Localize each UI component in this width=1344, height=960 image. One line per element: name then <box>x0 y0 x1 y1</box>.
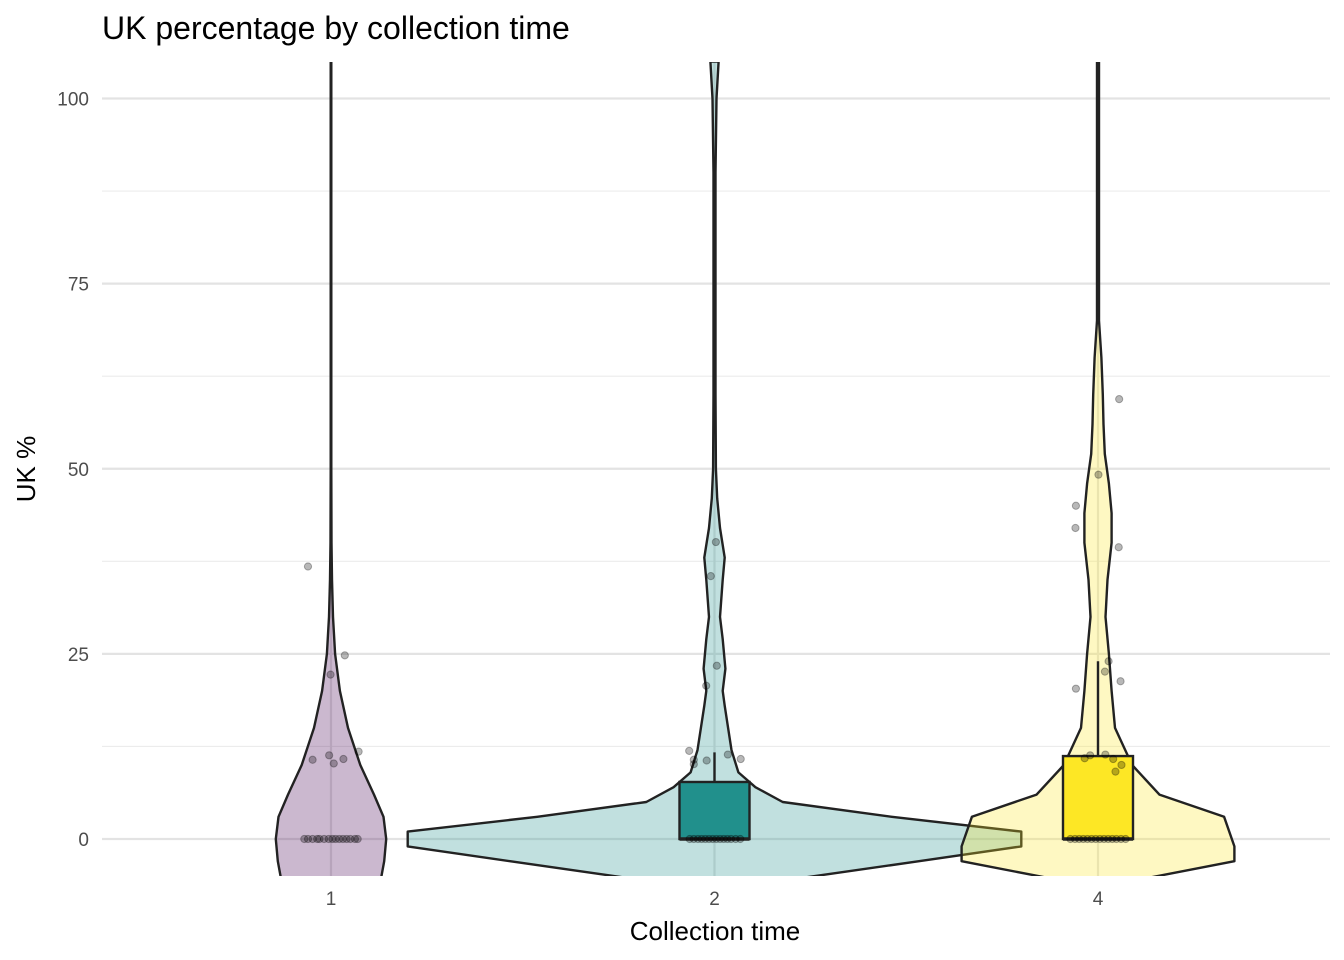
data-point <box>338 834 348 844</box>
data-point <box>325 751 334 760</box>
data-point <box>708 834 717 844</box>
data-point <box>1099 834 1109 844</box>
data-point <box>712 834 721 844</box>
data-point <box>723 750 732 759</box>
violin-2 <box>406 62 1023 876</box>
data-point <box>1104 834 1113 844</box>
data-point <box>342 834 351 844</box>
data-point <box>1116 677 1125 686</box>
data-point <box>324 834 333 844</box>
data-point <box>1075 834 1084 844</box>
data-point <box>1070 834 1080 844</box>
data-point <box>313 834 322 844</box>
y-tick-label: 0 <box>78 830 89 851</box>
data-point <box>1101 750 1110 759</box>
data-point <box>689 755 698 764</box>
data-point <box>346 834 355 844</box>
data-point <box>335 834 344 844</box>
x-tick-label: 2 <box>709 889 720 910</box>
data-point <box>331 834 340 844</box>
data-point <box>1086 751 1095 760</box>
data-point <box>354 747 363 756</box>
violin-4 <box>960 62 1236 876</box>
data-point <box>308 834 317 844</box>
data-point <box>1115 395 1124 404</box>
data-point <box>685 834 694 844</box>
data-point <box>689 834 698 844</box>
data-point <box>1117 760 1126 770</box>
data-point <box>1114 543 1123 552</box>
data-point <box>308 755 317 764</box>
data-point <box>1116 834 1126 844</box>
data-point <box>329 759 338 768</box>
data-point <box>319 834 329 844</box>
data-point <box>706 572 715 581</box>
data-point <box>1071 523 1080 533</box>
data-point <box>726 834 736 844</box>
y-tick-label: 25 <box>68 645 89 666</box>
x-tick-label: 1 <box>326 889 337 910</box>
data-point <box>303 834 313 844</box>
data-point <box>723 834 732 844</box>
data-point <box>1071 501 1081 510</box>
data-point <box>1083 834 1092 844</box>
data-point <box>736 754 745 764</box>
y-axis-ticks: 0 25 50 75 100 <box>57 90 89 852</box>
y-tick-label: 75 <box>68 275 89 296</box>
data-point <box>350 834 360 844</box>
data-point <box>328 834 337 844</box>
plot-area <box>274 62 1236 876</box>
data-point <box>702 756 711 765</box>
data-point <box>685 746 694 755</box>
chart-title: UK percentage by collection time <box>102 10 570 46</box>
data-point <box>1091 834 1100 844</box>
data-point <box>719 834 728 844</box>
data-point <box>1108 834 1117 844</box>
violin-1 <box>274 62 388 876</box>
data-point <box>1080 754 1089 763</box>
y-axis-title: UK % <box>11 436 41 502</box>
data-point <box>693 834 703 844</box>
data-point <box>353 834 362 844</box>
data-point <box>315 834 324 844</box>
box-2 <box>678 780 751 841</box>
data-point <box>300 834 309 844</box>
x-axis-ticks: 1 2 4 <box>326 889 1104 910</box>
y-tick-label: 100 <box>57 90 89 111</box>
data-point <box>697 834 706 844</box>
data-point <box>704 834 714 844</box>
data-point <box>736 834 745 844</box>
data-point <box>1112 834 1121 844</box>
data-point <box>326 670 335 679</box>
data-point <box>1109 754 1118 764</box>
data-point <box>711 537 720 547</box>
data-point <box>715 834 725 844</box>
data-point <box>303 562 313 571</box>
data-point <box>1111 767 1120 776</box>
data-point <box>731 834 740 844</box>
data-point <box>689 760 698 769</box>
data-point <box>1066 834 1075 844</box>
x-tick-label: 4 <box>1093 889 1104 910</box>
data-point <box>1071 684 1081 693</box>
data-point <box>712 661 721 670</box>
box-4 <box>1061 754 1135 841</box>
data-point <box>701 834 710 844</box>
data-point <box>1121 834 1130 844</box>
data-point <box>340 651 349 660</box>
data-point <box>702 681 711 690</box>
data-point <box>1095 834 1104 844</box>
data-point <box>1104 657 1113 666</box>
data-point <box>1087 834 1096 844</box>
data-point <box>1094 470 1103 479</box>
y-tick-label: 50 <box>68 460 89 481</box>
data-point <box>1079 834 1088 844</box>
data-point <box>1100 667 1110 676</box>
x-axis-title: Collection time <box>630 916 801 946</box>
data-point <box>339 754 348 764</box>
